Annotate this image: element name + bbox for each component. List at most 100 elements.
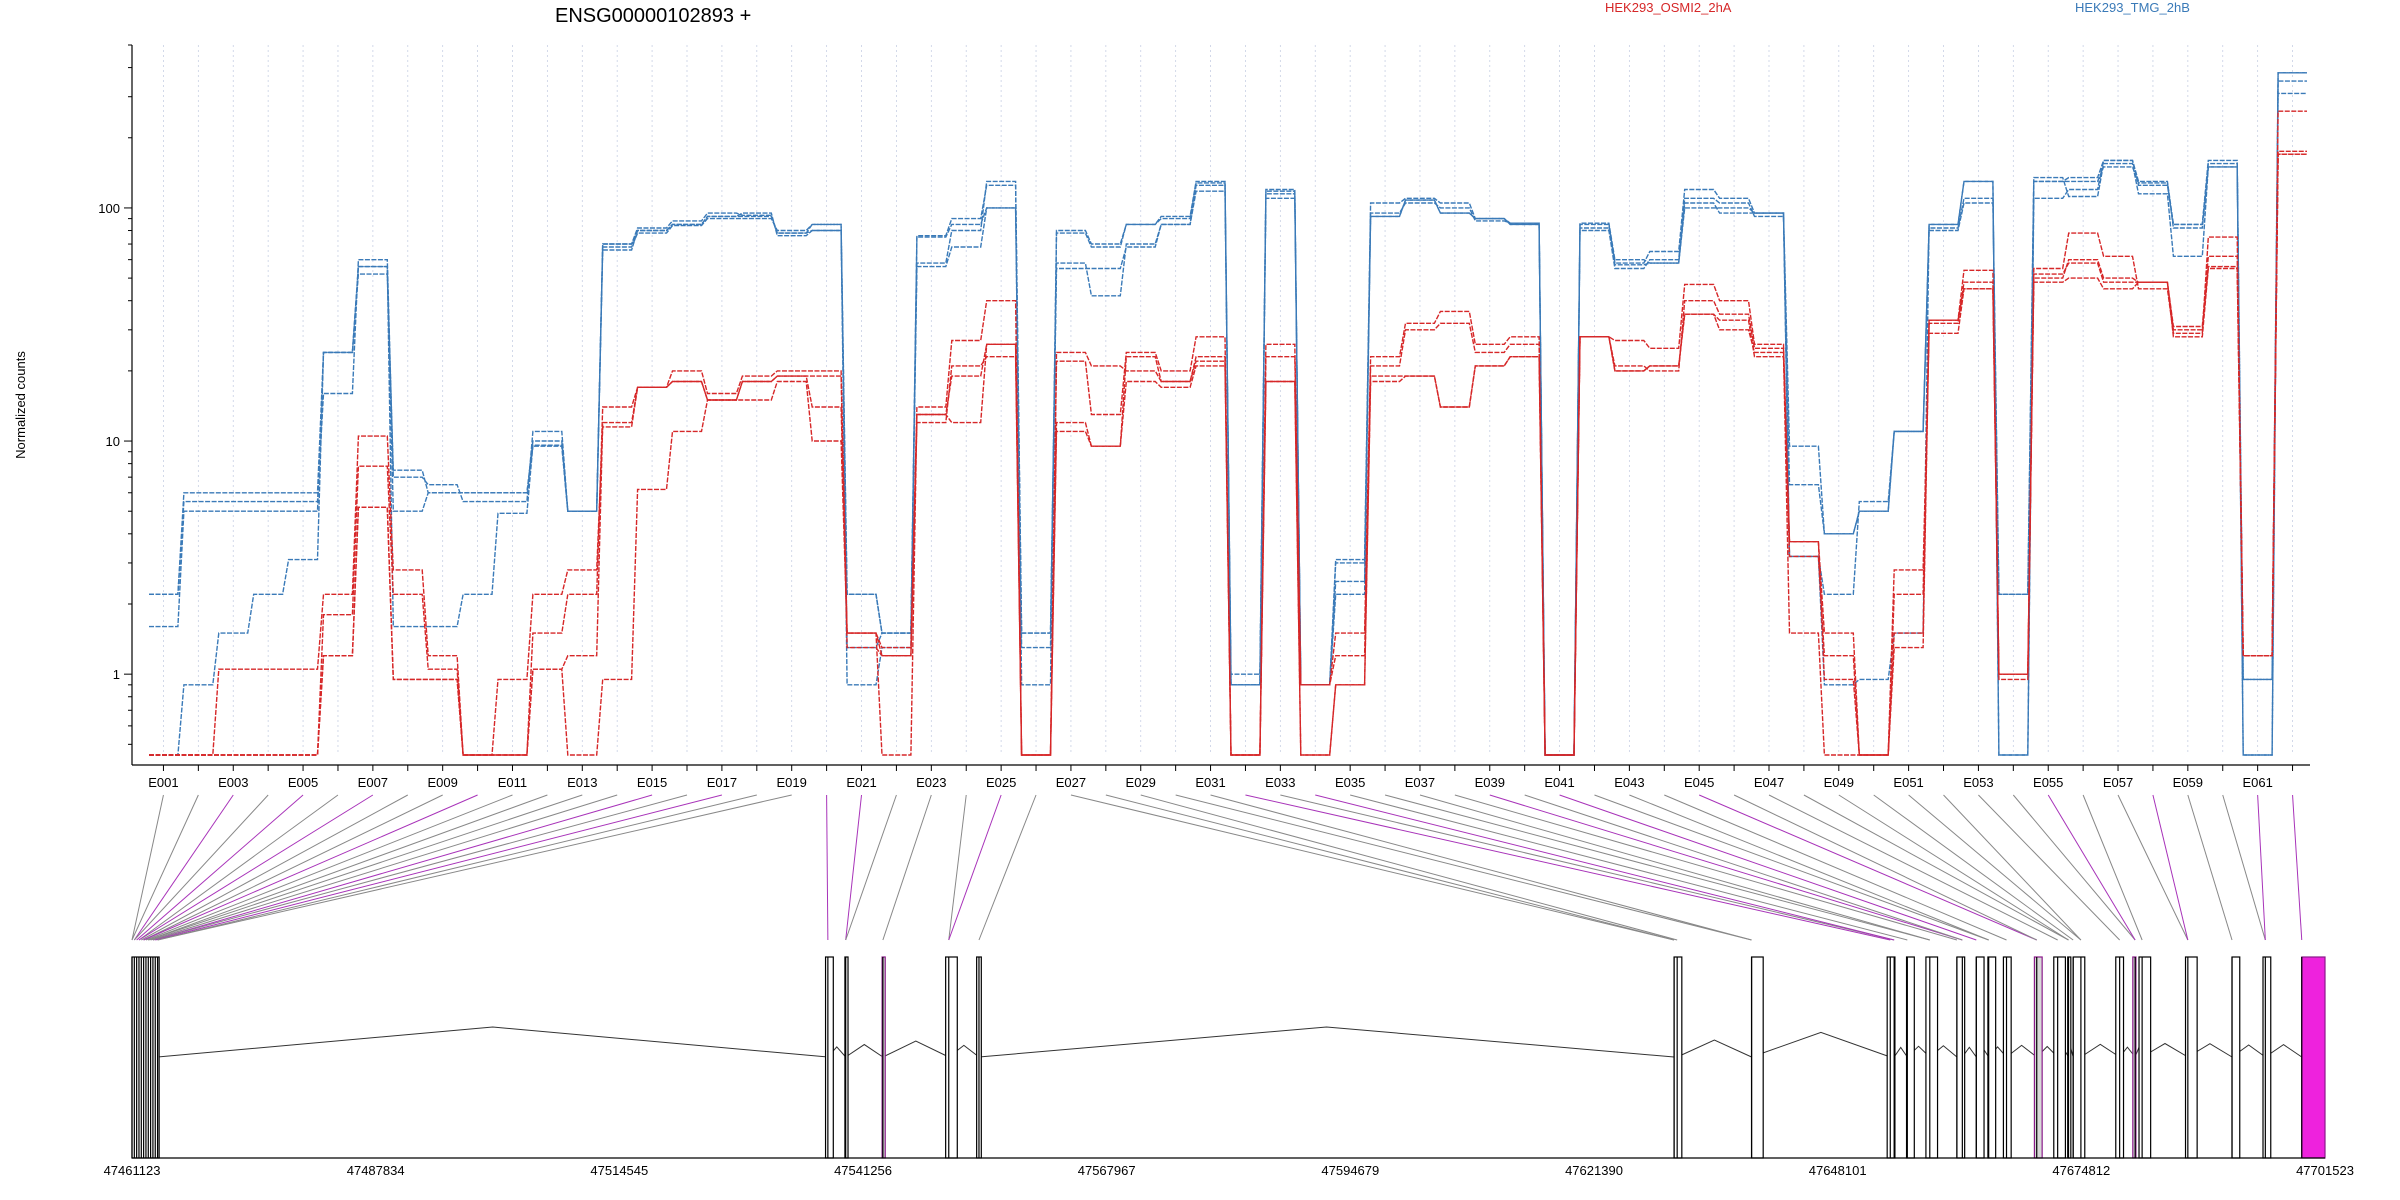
exon-block xyxy=(1925,956,1939,1159)
exon-connector xyxy=(978,794,1037,941)
exon-connector xyxy=(1559,794,1977,941)
exon-label: E009 xyxy=(427,775,457,790)
y-tick-label: 1 xyxy=(113,667,120,682)
genomic-tick-label: 47594679 xyxy=(1321,1163,1379,1178)
exon-block xyxy=(2053,956,2067,1159)
exon-label: E039 xyxy=(1475,775,1505,790)
legend-item-osmi2: HEK293_OSMI2_2hA xyxy=(1605,0,1732,15)
exon-label: E031 xyxy=(1195,775,1225,790)
exon-connector xyxy=(1070,794,1675,941)
exon-label: E017 xyxy=(707,775,737,790)
genomic-axis: 47461123 47487834 47514545 47541256 47567967… xyxy=(104,1163,2354,1178)
chart-title: ENSG00000102893 + xyxy=(555,5,751,27)
exon-label: E055 xyxy=(2033,775,2063,790)
exon-label: E061 xyxy=(2242,775,2272,790)
exon-connector xyxy=(1978,794,2121,941)
y-tick-label: 100 xyxy=(98,201,120,216)
exon-label: E003 xyxy=(218,775,248,790)
exon-connector xyxy=(133,794,269,941)
exon-connector xyxy=(1838,794,2069,941)
exon-label: E015 xyxy=(637,775,667,790)
exon-connector xyxy=(826,794,829,941)
exon-connector xyxy=(948,794,967,941)
exon-connector xyxy=(155,794,723,941)
exon-block xyxy=(2033,956,2043,1159)
genomic-tick-label: 47648101 xyxy=(1809,1163,1867,1178)
exon-label: E051 xyxy=(1893,775,1923,790)
exon-label: E059 xyxy=(2173,775,2203,790)
exon-connector xyxy=(141,794,409,941)
gene-model xyxy=(131,956,2326,1159)
exon-connector xyxy=(2292,794,2303,941)
genomic-tick-label: 47514545 xyxy=(590,1163,648,1178)
exon-label: E057 xyxy=(2103,775,2133,790)
legend-item-tmg: HEK293_TMG_2hB xyxy=(2075,0,2190,15)
exon-axis: E001 E003 E005 E007 E009 E011 E013 E015 E017 E019… xyxy=(132,764,2310,790)
exon-connector xyxy=(136,794,304,941)
intron-link xyxy=(1893,1046,1908,1058)
intron-link xyxy=(978,1026,1675,1058)
intron-link xyxy=(882,1040,949,1058)
genomic-tick-label: 47621390 xyxy=(1565,1163,1623,1178)
exon-connector xyxy=(1280,794,1895,941)
exon-block xyxy=(2072,956,2086,1159)
exon-label: E027 xyxy=(1056,775,1086,790)
exon-block xyxy=(824,956,834,1159)
y-tick-label: 10 xyxy=(106,434,120,449)
exon-connector xyxy=(2187,794,2233,941)
exon-connector xyxy=(145,794,513,941)
exon-connector xyxy=(133,794,234,941)
exon-connector xyxy=(948,794,1002,941)
exon-connector xyxy=(2047,794,2136,941)
intron-link xyxy=(1676,1039,1752,1058)
exon-label: E025 xyxy=(986,775,1016,790)
exon-connector xyxy=(157,794,792,941)
exon-connector xyxy=(2222,794,2266,941)
exon-block xyxy=(2138,956,2152,1159)
exon-label: E049 xyxy=(1824,775,1854,790)
exon-connector xyxy=(1384,794,1930,941)
exon-connector xyxy=(1908,794,2082,941)
exon-connector xyxy=(1803,794,2069,941)
genomic-tick-label: 47674812 xyxy=(2052,1163,2110,1178)
series-line-hek293_osmi2_2ha-7 xyxy=(149,153,2307,756)
exon-connector xyxy=(131,794,199,941)
exon-connector xyxy=(2152,794,2189,941)
exon-connector xyxy=(131,794,164,941)
exon-label: E007 xyxy=(358,775,388,790)
exon-connector xyxy=(143,794,478,941)
exon-connector xyxy=(2117,794,2189,941)
exon-connector xyxy=(1524,794,1963,941)
exon-connector xyxy=(1175,794,1752,941)
exon-connector xyxy=(1873,794,2074,941)
exon-connector xyxy=(845,794,863,941)
exon-connector xyxy=(157,794,757,941)
exon-connector xyxy=(845,794,897,941)
exon-connector xyxy=(152,794,688,941)
exon-connector xyxy=(1140,794,1678,941)
genomic-tick-label: 47701523 xyxy=(2296,1163,2354,1178)
exon-label: E001 xyxy=(148,775,178,790)
exon-label: E033 xyxy=(1265,775,1295,790)
exon-connector xyxy=(2012,794,2136,941)
exon-label: E053 xyxy=(1963,775,1993,790)
exon-connector xyxy=(138,794,374,941)
exon-label: E019 xyxy=(777,775,807,790)
intron-link xyxy=(845,1043,884,1058)
exon-connector xyxy=(1768,794,2058,941)
exon-connector xyxy=(2257,794,2266,941)
exon-connectors xyxy=(131,794,2303,941)
exon-connector xyxy=(150,794,618,941)
exon-label: E005 xyxy=(288,775,318,790)
intron-link xyxy=(157,1026,828,1058)
exon-connector xyxy=(1315,794,1895,941)
grid-lines xyxy=(163,45,2293,755)
exon-connector xyxy=(143,794,443,941)
genomic-tick-label: 47567967 xyxy=(1078,1163,1136,1178)
exon-connector xyxy=(148,794,548,941)
exon-connector xyxy=(1489,794,1963,941)
exon-label: E037 xyxy=(1405,775,1435,790)
genomic-tick-label: 47461123 xyxy=(104,1163,161,1178)
